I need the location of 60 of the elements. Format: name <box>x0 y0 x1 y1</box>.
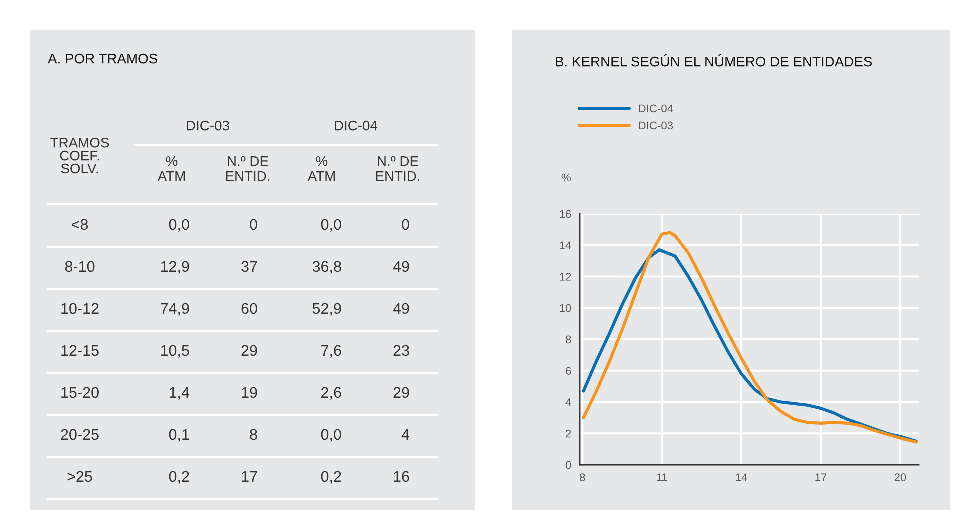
text: N.º DE ENTID. <box>226 156 270 182</box>
text: 0,2 <box>321 471 342 484</box>
text: DIC-03 <box>187 120 230 131</box>
text: 0,0 <box>321 219 342 232</box>
legend-label: DIC-03 <box>639 122 674 130</box>
x-tick-label: 11 <box>657 474 668 482</box>
y-tick-label: 10 <box>560 304 572 312</box>
text: 0 <box>402 219 410 230</box>
text: 12-15 <box>62 345 99 356</box>
text: 12,9 <box>161 261 190 274</box>
text: 0,1 <box>169 429 190 442</box>
text: 0 <box>250 219 258 230</box>
x-tick-label: 14 <box>736 474 748 482</box>
text: 15-20 <box>62 387 99 398</box>
text: 0,2 <box>169 471 190 484</box>
y-tick-label: 16 <box>560 210 572 218</box>
text: 49 <box>393 303 410 314</box>
text: 74,9 <box>161 303 190 316</box>
text: 2,6 <box>322 387 342 400</box>
text: TRAMOS COEF. SOLV. <box>50 138 110 174</box>
y-tick-label: 4 <box>566 398 572 406</box>
y-axis-title: % <box>562 174 571 182</box>
text: 16 <box>394 471 410 482</box>
text: A. POR TRAMOS <box>48 54 158 64</box>
text: 10,5 <box>161 345 190 358</box>
text: 8 <box>250 429 258 440</box>
text: % ATM <box>158 156 186 182</box>
text: 1,4 <box>170 387 190 400</box>
y-tick-label: 2 <box>566 430 572 438</box>
text: 20-25 <box>61 429 99 440</box>
text: 8-10 <box>65 261 95 272</box>
text: >25 <box>68 471 92 482</box>
text: DIC-04 <box>335 120 378 131</box>
text: 52,9 <box>312 303 342 316</box>
text: <8 <box>72 219 88 230</box>
y-tick-label: 14 <box>560 242 572 250</box>
text: N.º DE ENTID. <box>376 156 420 182</box>
text: % ATM <box>308 156 336 182</box>
text: 29 <box>394 387 410 398</box>
text: 36,8 <box>312 261 342 274</box>
text: 0,0 <box>321 429 342 442</box>
y-tick-label: 0 <box>566 461 572 470</box>
text: 29 <box>242 345 258 356</box>
y-tick-label: 8 <box>566 336 572 344</box>
text: 4 <box>402 429 410 440</box>
text: 0,0 <box>169 219 190 232</box>
text: 10-12 <box>62 303 99 314</box>
text: 60 <box>242 303 258 314</box>
x-tick-label: 17 <box>816 474 827 482</box>
text: 37 <box>242 261 258 272</box>
text: 19 <box>242 387 258 398</box>
legend-label: DIC-04 <box>639 104 674 113</box>
y-tick-label: 6 <box>566 367 572 376</box>
y-tick-label: 12 <box>560 273 572 281</box>
text: 49 <box>393 261 410 272</box>
chart-title: B. KERNEL SEGÚN EL NÚMERO DE ENTIDADES <box>556 54 872 67</box>
text: 7,6 <box>322 345 342 358</box>
text: 23 <box>394 345 410 356</box>
x-tick-label: 20 <box>894 474 906 482</box>
x-tick-label: 8 <box>580 474 586 482</box>
